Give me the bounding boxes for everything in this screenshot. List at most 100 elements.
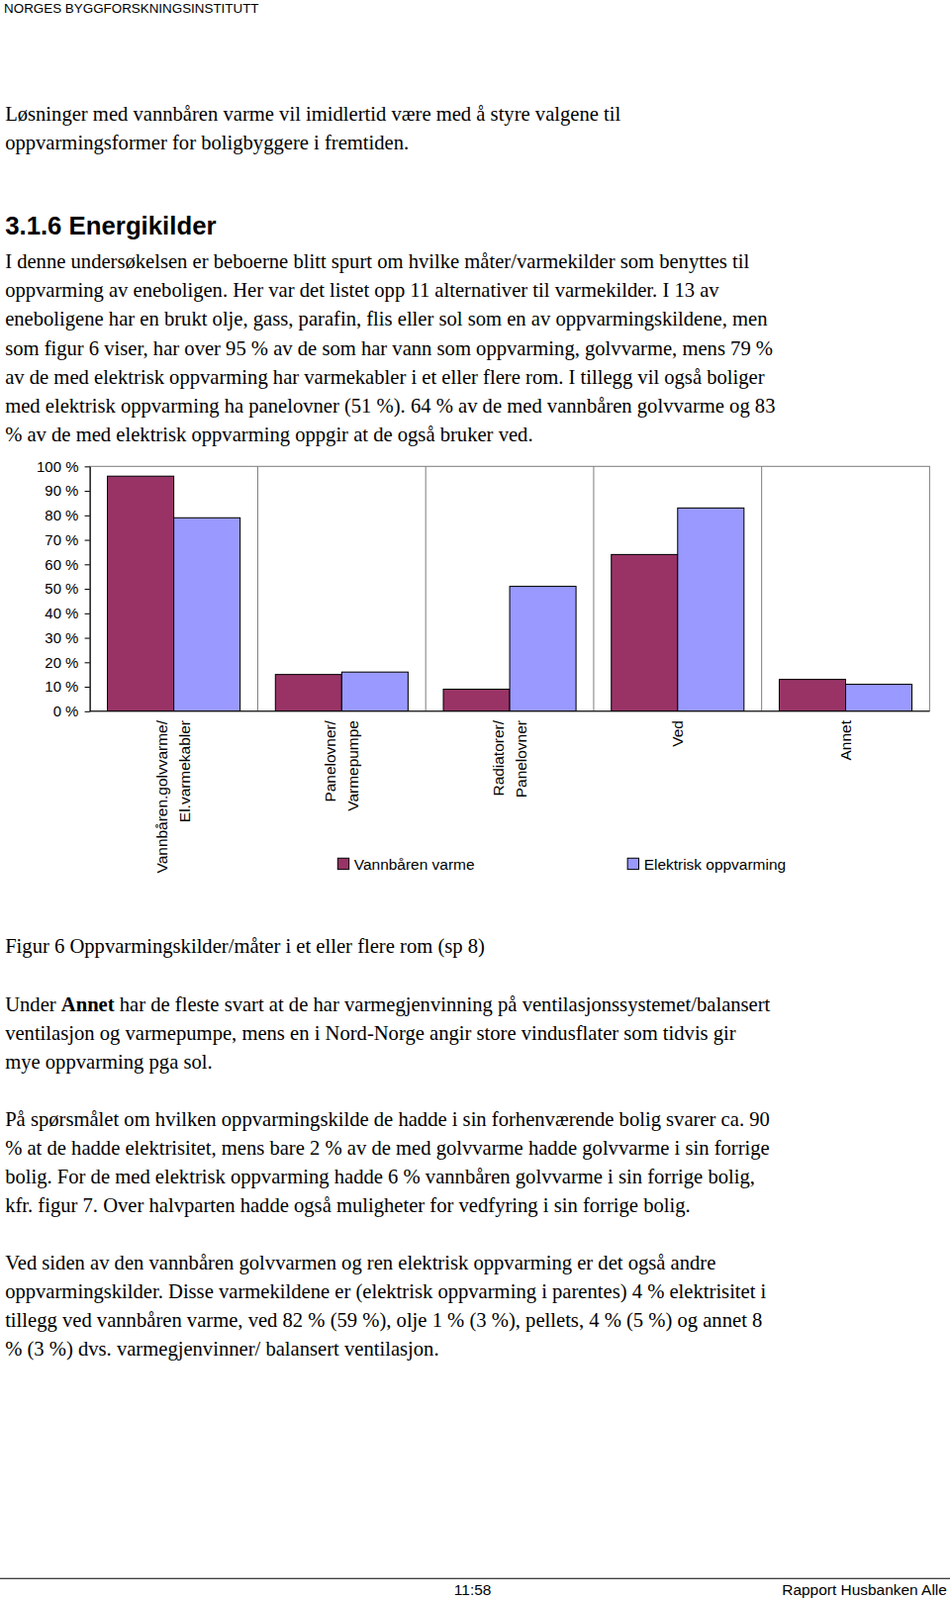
tick-label: 90 %	[44, 481, 79, 499]
paragraph-line: På spørsmålet om hvilken oppvarmingskild…	[4, 1108, 770, 1132]
tick: 80 %	[44, 506, 90, 524]
tick-mark	[85, 711, 91, 713]
tick-label: 60 %	[44, 556, 79, 573]
bar	[275, 674, 342, 712]
tick-label: 0 %	[53, 702, 80, 720]
paragraph-line: Løsninger med vannbåren varme vil imidle…	[4, 102, 621, 126]
legend-swatch	[627, 857, 639, 869]
tick-label: Varmepumpe	[344, 720, 362, 812]
bar-series	[107, 475, 847, 712]
paragraph-line: bolig. For de med elektrisk oppvarming h…	[4, 1165, 756, 1189]
tick-mark	[85, 515, 91, 517]
tick-label: El.varmekabler	[176, 720, 193, 823]
tick-mark	[85, 613, 91, 615]
footer-title: Rapport Husbanken Alle	[781, 1581, 948, 1599]
tick: 60 %	[44, 556, 90, 573]
bars	[107, 475, 913, 712]
section-heading: 3.1.6 Energikilder	[4, 211, 216, 240]
tick-mark	[85, 564, 91, 566]
bar	[677, 507, 745, 711]
paragraph-line: oppvarmingskilder. Disse varmekildene er…	[4, 1280, 766, 1304]
paragraph-line: Under Annet har de fleste svart at de ha…	[4, 993, 770, 1017]
legend-label: Elektrisk oppvarming	[644, 855, 786, 873]
tick-label: 20 %	[44, 654, 79, 671]
grid-line	[257, 466, 259, 711]
paragraph-line: oppvarmingsformer for boligbyggere i fre…	[4, 131, 409, 155]
page-header: NORGES BYGGFORSKNINGSINSTITUTT	[3, 0, 259, 16]
tick-label: 100 %	[36, 458, 79, 475]
tick-mark	[85, 638, 91, 640]
plot-frame	[90, 466, 931, 711]
grid-line	[760, 466, 762, 711]
paragraph-line: som figur 6 viser, har over 95 % av de s…	[4, 337, 773, 361]
figure-caption: Figur 6 Oppvarmingskilder/måter i et ell…	[4, 935, 485, 958]
grid-line	[592, 466, 594, 711]
tick-mark	[85, 686, 91, 688]
paragraph-line: % av de med elektrisk oppvarming oppgir …	[4, 423, 533, 447]
tick-mark	[85, 588, 91, 590]
tick: 30 %	[44, 629, 90, 647]
paragraph-line: med elektrisk oppvarming ha panelovner (…	[4, 394, 775, 418]
bar	[341, 671, 408, 712]
tick-mark	[85, 662, 91, 664]
chart: 0 % 10 % 20 % 30 % 40 % 50 % 60 % 70 % 80 % 90 % 1…	[36, 458, 930, 874]
tick-label: 80 %	[44, 506, 79, 524]
text-run: har de fleste svart at de har varmegjenv…	[114, 993, 771, 1017]
tick-label: 10 %	[44, 677, 79, 695]
text-run: Annet	[61, 993, 115, 1016]
legend-swatch	[337, 857, 349, 869]
y-axis: 0 % 10 % 20 % 30 % 40 % 50 % 60 % 70 % 80 % 90 % 1…	[36, 458, 91, 720]
legend-label: Vannbåren varme	[354, 855, 475, 873]
paragraph-line: ventilasjon og varmepumpe, mens en i Nor…	[4, 1022, 737, 1045]
tick: 10 %	[44, 677, 90, 695]
tick-label: Vannbåren.golvvarme/	[153, 719, 171, 873]
tick-label: Radiatorer/	[489, 719, 507, 796]
bar	[611, 554, 678, 711]
tick: 90 %	[44, 481, 90, 499]
tick: 40 %	[44, 604, 90, 622]
grid-line	[425, 466, 427, 711]
tick-label: Annet	[837, 719, 855, 760]
bar	[778, 679, 846, 712]
tick: 100 %	[36, 458, 91, 475]
page: NORGES BYGGFORSKNINGSINSTITUTT Løsninger …	[0, 0, 950, 1600]
paragraph-line: av de med elektrisk oppvarming har varme…	[4, 366, 765, 389]
paragraph-line: % (3 %) dvs. varmegjenvinner/ balansert …	[4, 1337, 439, 1361]
paragraph-line: I denne undersøkelsen er beboerne blitt …	[4, 250, 750, 274]
bar	[443, 689, 510, 712]
tick: 70 %	[44, 531, 90, 549]
tick-label: 50 %	[44, 579, 79, 597]
tick-mark	[85, 540, 91, 542]
bar-series	[174, 507, 913, 711]
paragraph-line: Ved siden av den vannbåren golvvarmen og…	[4, 1251, 716, 1275]
bar	[509, 586, 576, 712]
paragraph-line: oppvarming av eneboligen. Her var det li…	[4, 279, 720, 302]
bar	[846, 684, 913, 712]
tick-label: 70 %	[44, 531, 79, 549]
x-axis: Vannbåren.golvvarme/El.varmekabler Panelo…	[90, 711, 931, 874]
tick: 0 %	[53, 702, 91, 720]
tick-label: 30 %	[44, 629, 79, 647]
tick-mark	[85, 490, 91, 492]
bar	[174, 517, 241, 712]
tick: 50 %	[44, 579, 90, 597]
paragraph-line: eneboligene har en brukt olje, gass, par…	[4, 307, 767, 331]
text-run: Under	[4, 993, 62, 1016]
tick: 20 %	[44, 654, 90, 671]
tick-label: Panelovner	[512, 720, 530, 798]
paragraph-line: tillegg ved vannbåren varme, ved 82 % (5…	[4, 1309, 762, 1332]
axis-line	[90, 710, 931, 712]
axis-line	[90, 467, 92, 712]
paragraph-line: mye oppvarming pga sol.	[4, 1050, 213, 1074]
tick-label: 40 %	[44, 604, 79, 622]
legend: Vannbåren varme Elektrisk oppvarming	[337, 855, 786, 873]
tick-label: Ved	[668, 720, 686, 748]
tick-label: Panelovner/	[321, 719, 339, 802]
paragraph-line: kfr. figur 7. Over halvparten hadde også…	[4, 1194, 691, 1218]
footer-rule	[0, 1578, 950, 1580]
footer-time: 11:58	[454, 1581, 492, 1599]
bar	[107, 475, 175, 712]
category-grid	[257, 466, 761, 711]
tick-mark	[85, 466, 91, 468]
paragraph-line: % at de hadde elektrisitet, mens bare 2 …	[4, 1137, 770, 1160]
